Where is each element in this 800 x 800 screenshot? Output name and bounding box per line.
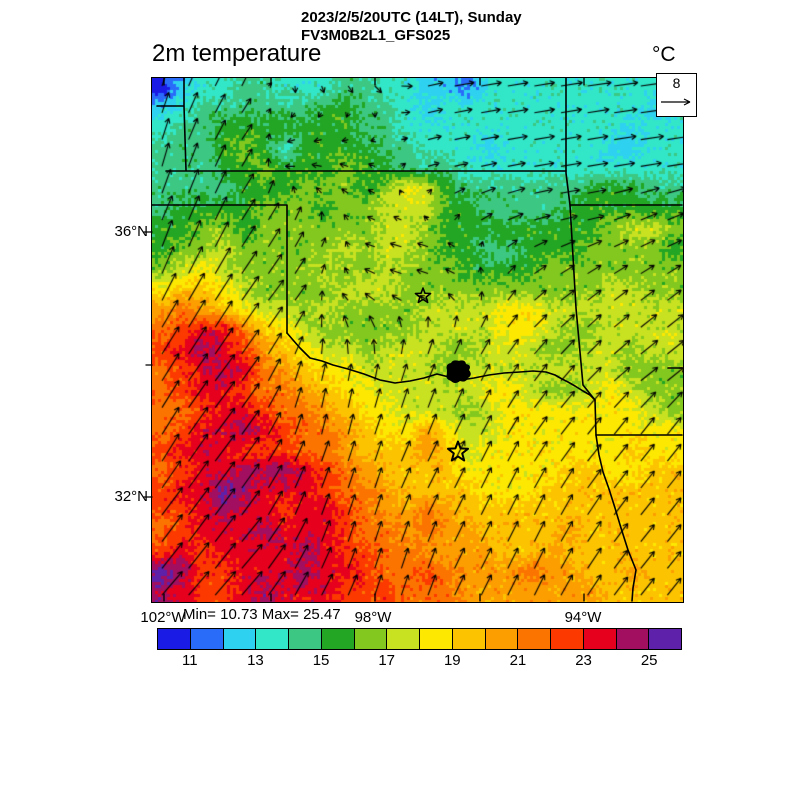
title-model: FV3M0B2L1_GFS025	[301, 27, 451, 44]
colorbar-tick-label: 25	[640, 652, 658, 669]
colorbar-segment	[255, 629, 288, 649]
lat-tick-label: 36°N	[114, 223, 148, 240]
colorbar-segment	[320, 629, 354, 649]
wind-reference-arrow-icon	[661, 98, 691, 106]
colorbar-segment	[189, 629, 223, 649]
lon-tick-label: 94°W	[564, 609, 602, 626]
temperature-field-canvas	[152, 78, 683, 602]
minmax-stats: Min= 10.73 Max= 25.47	[183, 606, 341, 623]
lon-tick-label: 98°W	[354, 609, 392, 626]
colorbar-segment	[648, 629, 681, 649]
colorbar-segment	[517, 629, 550, 649]
colorbar-segment	[353, 629, 387, 649]
wind-reference-box: 8	[656, 73, 697, 117]
colorbar-tick-label: 13	[247, 652, 264, 669]
colorbar-segment	[222, 629, 256, 649]
colorbar-segment	[451, 629, 485, 649]
colorbar-segment	[550, 629, 583, 649]
title-datetime: 2023/2/5/20UTC (14LT), Sunday	[301, 9, 522, 26]
plot-title: 2m temperature	[152, 40, 322, 67]
colorbar-tick-label: 11	[182, 652, 198, 669]
colorbar-tick-label: 15	[312, 652, 330, 669]
lon-tick-label: 102°W	[140, 609, 186, 626]
colorbar-segment	[582, 629, 616, 649]
colorbar-segment	[419, 629, 452, 649]
colorbar-segment	[615, 629, 649, 649]
lat-tick-label: 32°N	[114, 488, 148, 505]
unit-label: °C	[652, 43, 676, 66]
colorbar-tick-label: 21	[509, 652, 527, 669]
colorbar-segment	[288, 629, 321, 649]
colorbar-segment	[386, 629, 419, 649]
wind-reference-value: 8	[672, 75, 681, 91]
colorbar-segment	[484, 629, 518, 649]
colorbar-segment	[158, 629, 190, 649]
colorbar-tick-label: 17	[378, 652, 396, 669]
colorbar-tick-label: 19	[443, 652, 461, 669]
colorbar	[157, 628, 682, 650]
colorbar-tick-label: 23	[575, 652, 592, 669]
